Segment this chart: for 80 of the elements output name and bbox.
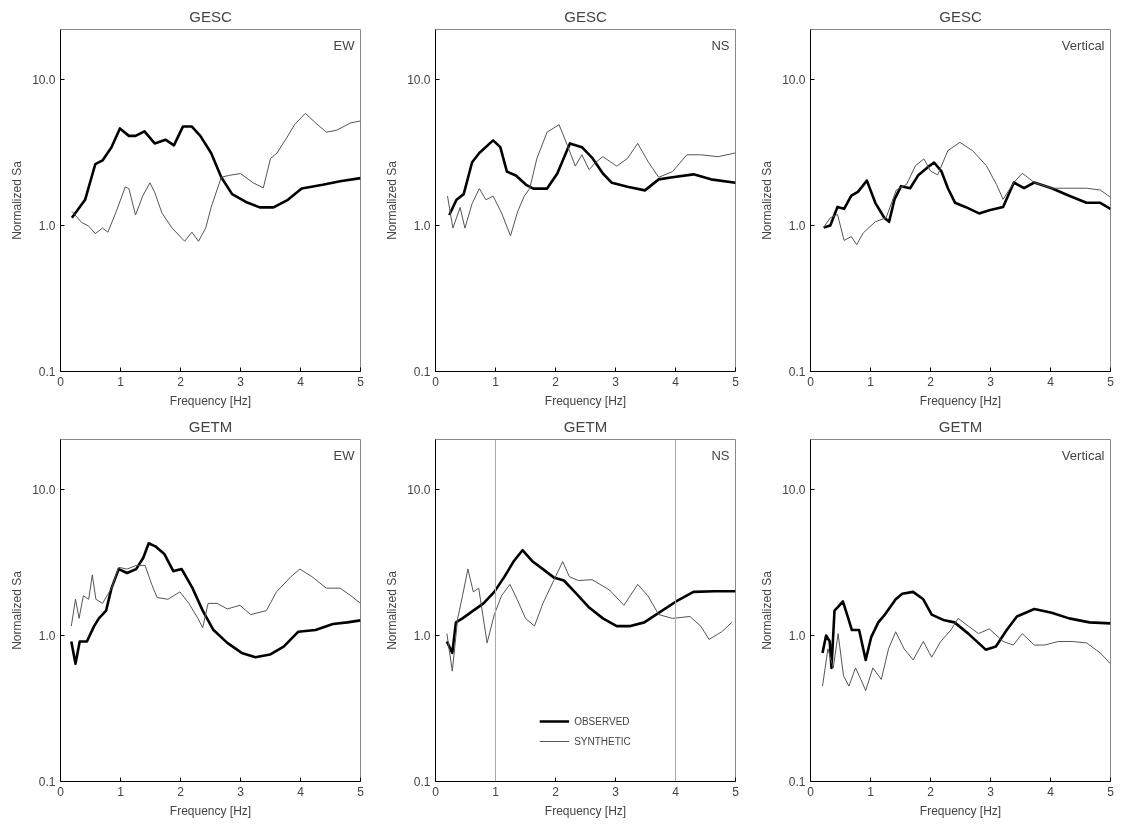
legend-label: OBSERVED	[574, 715, 630, 727]
x-tick-label: 0	[807, 784, 815, 799]
annotation: EW	[333, 37, 356, 53]
annotation: NS	[711, 37, 730, 53]
y-axis-title: Normalized Sa	[385, 570, 400, 650]
x-axis-title: Frequency [Hz]	[544, 393, 627, 408]
y-tick-label: 10.0	[32, 72, 56, 87]
x-tick-label: 0	[57, 374, 65, 389]
x-axis-title: Frequency [Hz]	[919, 803, 1002, 818]
x-tick-label: 2	[927, 374, 935, 389]
chart-title: GESC	[564, 7, 607, 25]
annotation: EW	[333, 447, 356, 463]
x-tick-label: 4	[297, 374, 305, 389]
y-tick-label: 0.1	[413, 365, 431, 379]
y-tick-label: 10.0	[782, 482, 806, 497]
x-tick-label: 3	[237, 374, 245, 389]
x-tick-label: 3	[987, 784, 995, 799]
x-tick-label: 3	[612, 784, 620, 799]
x-tick-label: 2	[177, 374, 185, 389]
x-tick-label: 1	[867, 374, 875, 389]
x-tick-label: 4	[1047, 784, 1055, 799]
x-tick-label: 5	[732, 374, 740, 389]
x-tick-label: 4	[1047, 374, 1055, 389]
x-tick-label: 5	[357, 784, 365, 799]
x-tick-label: 1	[492, 784, 500, 799]
chart-title: GETM	[938, 417, 983, 435]
x-tick-label: 5	[1107, 784, 1115, 799]
y-tick-label: 1.0	[38, 219, 56, 233]
x-tick-label: 3	[987, 374, 995, 389]
x-tick-label: 0	[57, 784, 65, 799]
y-axis-title: Normalized Sa	[10, 160, 25, 240]
chart-title: GESC	[189, 7, 232, 25]
chart-title: GETM	[188, 417, 233, 435]
x-axis-title: Frequency [Hz]	[169, 393, 252, 408]
y-tick-label: 10.0	[782, 72, 806, 87]
y-tick-label: 0.1	[38, 365, 56, 379]
chart-title: GETM	[563, 417, 608, 435]
x-tick-label: 1	[117, 784, 125, 799]
x-tick-label: 1	[867, 784, 875, 799]
y-tick-label: 1.0	[38, 629, 56, 643]
x-tick-label: 1	[117, 374, 125, 389]
y-axis-title: Normalized Sa	[10, 570, 25, 650]
y-tick-label: 1.0	[413, 629, 431, 643]
x-axis-title: Frequency [Hz]	[544, 803, 627, 818]
y-tick-label: 0.1	[38, 775, 56, 789]
y-tick-label: 10.0	[407, 72, 431, 87]
annotation: Vertical	[1061, 37, 1105, 53]
y-tick-label: 0.1	[788, 775, 806, 789]
x-tick-label: 2	[177, 784, 185, 799]
x-tick-label: 5	[1107, 374, 1115, 389]
y-tick-label: 0.1	[413, 775, 431, 789]
x-tick-label: 5	[732, 784, 740, 799]
x-axis-title: Frequency [Hz]	[919, 393, 1002, 408]
x-tick-label: 3	[612, 374, 620, 389]
y-axis-title: Normalized Sa	[760, 570, 775, 650]
x-axis-title: Frequency [Hz]	[169, 803, 252, 818]
y-axis-title: Normalized Sa	[385, 160, 400, 240]
x-tick-label: 4	[297, 784, 305, 799]
legend-label: SYNTHETIC	[574, 735, 631, 747]
y-tick-label: 10.0	[32, 482, 56, 497]
y-tick-label: 1.0	[413, 219, 431, 233]
x-tick-label: 2	[552, 784, 560, 799]
chart-title: GESC	[939, 7, 982, 25]
y-tick-label: 0.1	[788, 365, 806, 379]
y-axis-title: Normalized Sa	[760, 160, 775, 240]
x-tick-label: 2	[927, 784, 935, 799]
annotation: NS	[711, 447, 730, 463]
x-tick-label: 3	[237, 784, 245, 799]
y-tick-label: 10.0	[407, 482, 431, 497]
x-tick-label: 4	[672, 784, 680, 799]
x-tick-label: 0	[807, 374, 815, 389]
x-tick-label: 2	[552, 374, 560, 389]
x-tick-label: 5	[357, 374, 365, 389]
y-tick-label: 1.0	[788, 629, 806, 643]
x-tick-label: 0	[432, 784, 440, 799]
x-tick-label: 0	[432, 374, 440, 389]
x-tick-label: 4	[672, 374, 680, 389]
x-tick-label: 1	[492, 374, 500, 389]
annotation: Vertical	[1061, 447, 1105, 463]
y-tick-label: 1.0	[788, 219, 806, 233]
